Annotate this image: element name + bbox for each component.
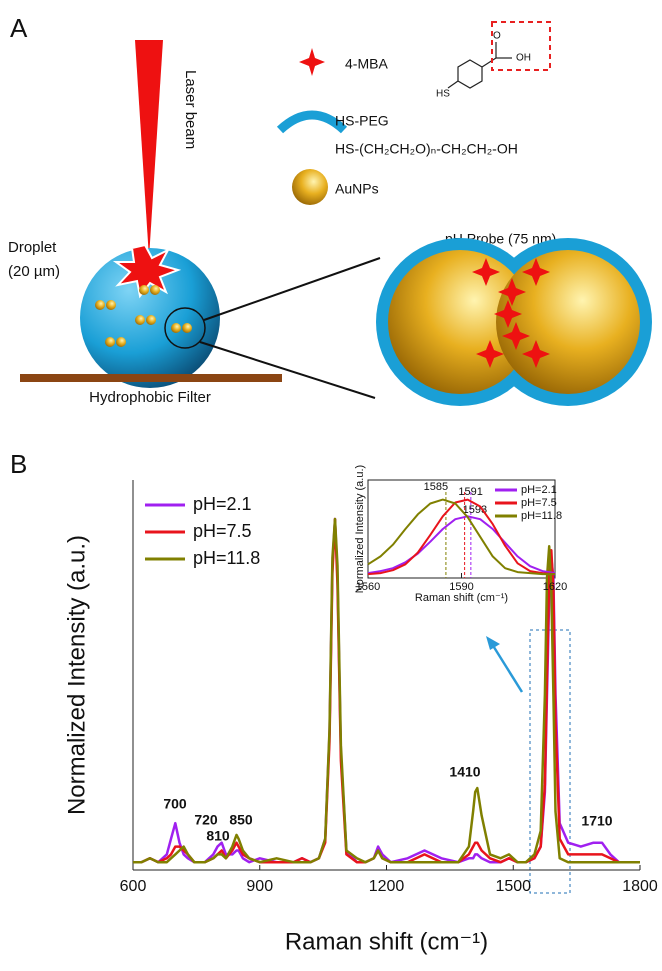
x-tick-label: 600: [120, 878, 147, 895]
atom: HS: [436, 89, 450, 100]
zoom-line: [199, 341, 376, 399]
nanoparticles: [95, 285, 192, 347]
legend-label: pH=2.1: [193, 494, 252, 514]
legend-label: pH=11.8: [521, 510, 562, 522]
peg-icon: [276, 110, 348, 134]
x-axis-label: Raman shift (cm⁻¹): [415, 592, 508, 604]
x-tick-label: 1620: [543, 581, 567, 593]
y-axis-label: Normalized Intensity (a.u.): [354, 465, 366, 593]
zoom-circle: [164, 307, 206, 349]
peak-label: 1410: [449, 764, 480, 780]
peak-label: 700: [163, 796, 187, 812]
filter: [20, 374, 282, 382]
peak-label: 850: [229, 812, 253, 828]
peak-label: 1710: [581, 813, 612, 829]
series-line: [133, 517, 640, 864]
legend-label: pH=7.5: [521, 497, 557, 509]
x-tick-label: 1800: [622, 878, 658, 895]
mba-icon: [299, 48, 325, 76]
arrow-head: [486, 636, 500, 650]
peak-label: 720: [194, 812, 218, 828]
marker-label: 1591: [458, 486, 482, 498]
legend-label: pH=7.5: [193, 521, 252, 541]
legend-label: AuNPs: [335, 181, 379, 197]
series-line: [367, 515, 556, 575]
legend-label: HS-PEG: [335, 113, 389, 129]
x-tick-label: 1200: [369, 878, 405, 895]
legend-label: 4-MBA: [345, 56, 388, 72]
peak-label: 810: [206, 828, 230, 844]
panel-label: A: [10, 13, 28, 43]
probe: [376, 238, 652, 406]
y-axis-label: Normalized Intensity (a.u.): [63, 535, 90, 815]
structure: [447, 42, 512, 89]
panel-label: B: [10, 449, 27, 479]
aunp-icon: [292, 169, 328, 205]
x-tick-label: 900: [246, 878, 273, 895]
legend-label: pH=2.1: [521, 484, 557, 496]
laser: [135, 40, 163, 258]
droplet-label: Droplet: [8, 239, 57, 256]
highlight-box: [491, 21, 551, 71]
zoom-box: [529, 629, 571, 894]
atom: OH: [516, 53, 531, 64]
laser-label: Laser beam: [182, 70, 199, 149]
series-line: [367, 498, 556, 576]
x-tick-label: 1500: [495, 878, 531, 895]
x-tick-label: 1590: [449, 581, 473, 593]
zoom-line: [203, 257, 381, 321]
marker-label: 1585: [424, 481, 448, 493]
legend-formula: HS-(CH₂CH₂O)ₙ-CH₂CH₂-OH: [335, 141, 518, 157]
arrow: [490, 643, 524, 693]
x-tick-label: 1560: [356, 581, 380, 593]
x-axis-label: Raman shift (cm⁻¹): [285, 928, 488, 955]
droplet-size: (20 µm): [8, 263, 60, 280]
filter-label: Hydrophobic Filter: [89, 389, 211, 406]
atom: O: [493, 31, 501, 42]
legend-label: pH=11.8: [193, 548, 260, 568]
series-line: [367, 498, 555, 576]
